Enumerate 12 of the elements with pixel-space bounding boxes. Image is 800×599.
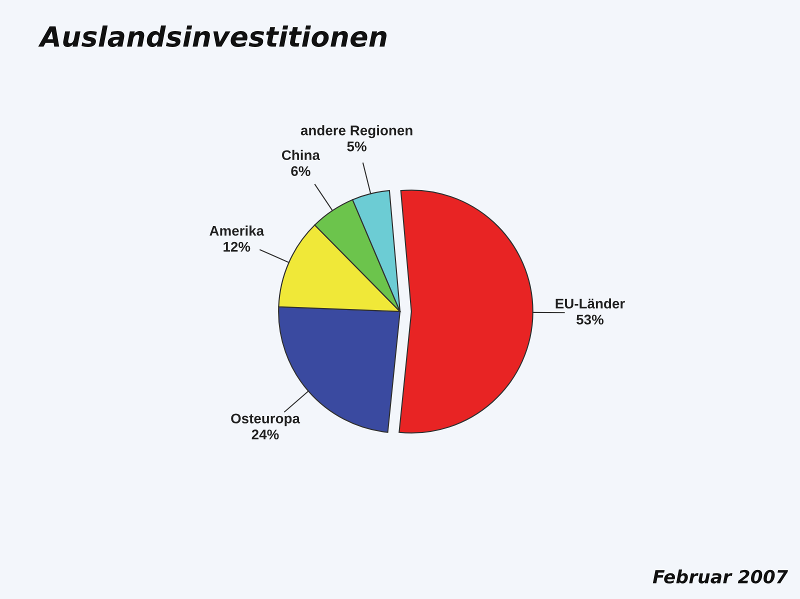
slice-label: Osteuropa: [231, 414, 300, 426]
data-label: 6%: [291, 166, 310, 176]
chart-title: Auslandsinvestitionen: [38, 25, 386, 47]
slice-label: EU-Länder: [556, 298, 625, 309]
slice-label: China: [282, 150, 320, 160]
slice-label: andere Regionen: [300, 125, 412, 138]
data-label: 53%: [576, 314, 604, 325]
data-label: 12%: [224, 242, 250, 252]
slice-label: Amerika: [210, 226, 264, 236]
data-label: 5%: [347, 142, 366, 152]
data-label: 24%: [252, 430, 279, 440]
text: Februar 2007: [652, 570, 788, 584]
